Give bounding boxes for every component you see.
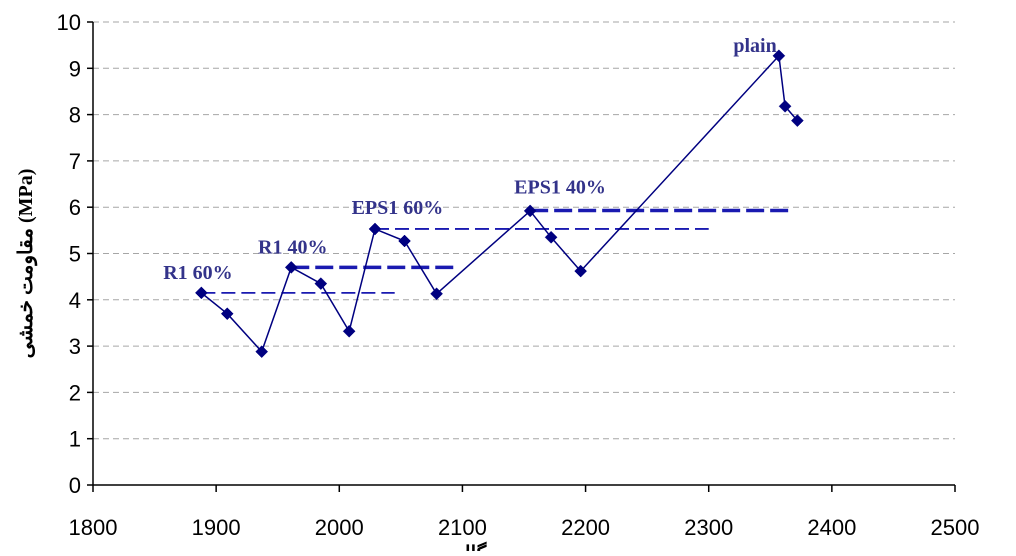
- data-point-4: [284, 261, 298, 274]
- x-tick-label-1800: 1800: [69, 515, 118, 540]
- x-tick-label-1900: 1900: [192, 515, 241, 540]
- y-tick-label-7: 7: [69, 149, 81, 174]
- x-tick-label-2200: 2200: [561, 515, 610, 540]
- y-tick-label-0: 0: [69, 473, 81, 498]
- data-point-3: [255, 345, 269, 359]
- x-tick-label-2300: 2300: [684, 515, 733, 540]
- y-tick-label-10: 10: [57, 10, 81, 35]
- data-point-6: [342, 324, 356, 338]
- annotation-4: EPS1 40%: [514, 176, 606, 198]
- x-tick-label-2400: 2400: [807, 515, 856, 540]
- data-point-12: [574, 264, 587, 278]
- data-point-7: [368, 222, 382, 236]
- y-tick-label-5: 5: [69, 242, 81, 267]
- axes: 0 1 2 3 4 5 6 7 8 9 10 1800 1900 2000 2100 2200 2300 2400…: [57, 10, 980, 540]
- annotation-1: R1 60%: [163, 262, 232, 284]
- data-point-5: [314, 277, 328, 290]
- data-point-15: [791, 114, 804, 127]
- data-point-14: [778, 99, 792, 113]
- data-point-9: [430, 287, 443, 301]
- data-point-2: [220, 307, 234, 321]
- x-tick-label-2100: 2100: [438, 515, 487, 540]
- x-tick-label-2500: 2500: [931, 515, 980, 540]
- annotation-5: plain: [733, 35, 776, 57]
- data-point-11: [544, 230, 558, 244]
- data-series: [195, 49, 804, 359]
- y-tick-label-4: 4: [69, 288, 81, 313]
- y-tick-label-6: 6: [69, 195, 81, 220]
- data-point-13: [772, 49, 786, 63]
- gridlines: [93, 21, 955, 440]
- series-line-1: [200, 54, 798, 354]
- data-point-8: [398, 234, 411, 248]
- data-point-10: [523, 204, 537, 218]
- y-tick-label-3: 3: [69, 334, 81, 359]
- y-tick-label-2: 2: [69, 380, 81, 405]
- y-tick-label-9: 9: [69, 56, 81, 81]
- labels: مقاومت خمشی (MPa) چگالی R1 60% R1 40% EPS1…: [15, 35, 777, 556]
- y-tick-label-8: 8: [69, 103, 81, 128]
- y-tick-label-1: 1: [69, 427, 81, 452]
- annotation-3: EPS1 60%: [352, 197, 444, 219]
- reference-lines: [201, 208, 789, 294]
- x-tick-label-2000: 2000: [315, 515, 364, 540]
- data-point-1: [195, 286, 208, 300]
- annotation-2: R1 40%: [258, 237, 327, 259]
- x-axis-label: چگالی: [448, 541, 500, 551]
- y-axis-label: مقاومت خمشی (MPa): [15, 169, 38, 359]
